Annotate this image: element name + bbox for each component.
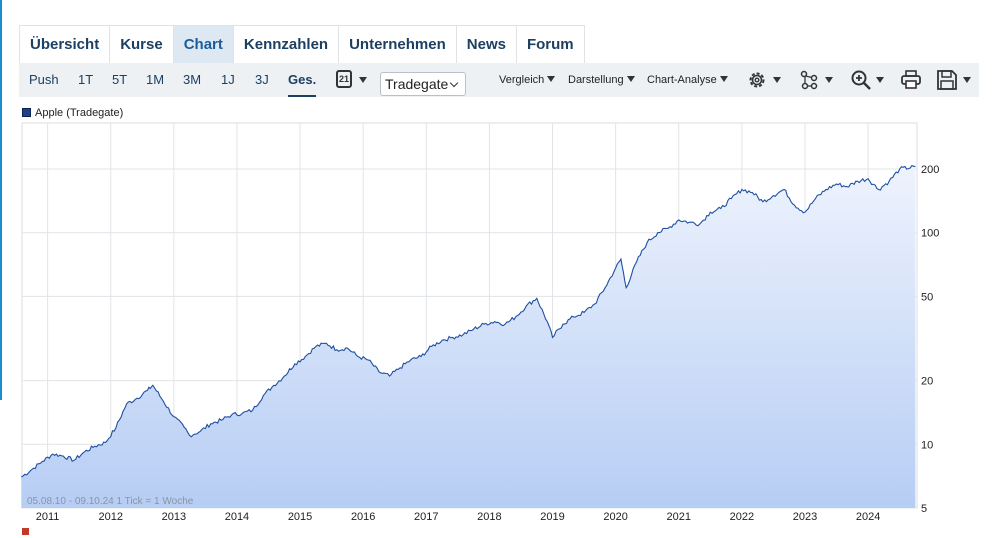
x-tick-label: 2011	[36, 511, 60, 523]
indicators-chevron-down-icon[interactable]	[825, 77, 833, 83]
tab-chart[interactable]: Chart	[173, 26, 234, 64]
x-tick-label: 2016	[351, 511, 375, 523]
range-push[interactable]: Push	[29, 72, 59, 87]
tab-forum[interactable]: Forum	[526, 36, 574, 53]
darstellung-label: Darstellung	[568, 74, 624, 86]
print-icon[interactable]	[900, 69, 922, 91]
range-gesamt[interactable]: Ges.	[288, 63, 317, 97]
price-area	[21, 165, 916, 508]
darstellung-dropdown[interactable]: Darstellung	[568, 63, 635, 97]
settings-icon[interactable]	[746, 69, 768, 91]
calendar-icon[interactable]: 21	[336, 70, 352, 88]
calendar-chevron-down-icon[interactable]	[359, 77, 367, 83]
volume-swatch	[22, 528, 29, 535]
x-tick-label: 2019	[540, 511, 564, 523]
legend-swatch	[22, 107, 31, 117]
range-3m[interactable]: 3M	[183, 72, 202, 87]
range-1j[interactable]: 1J	[221, 72, 235, 87]
x-tick-label: 2017	[414, 511, 438, 523]
exchange-select-value: Tradegate	[385, 76, 449, 92]
volume-legend	[22, 527, 33, 538]
caret-down-icon	[547, 76, 556, 83]
x-tick-label: 2013	[162, 511, 186, 523]
y-tick-label: 5	[921, 503, 927, 515]
side-accent-line	[0, 0, 2, 400]
tab-uebersicht[interactable]: Übersicht	[20, 26, 111, 64]
x-tick-label: 2020	[603, 511, 627, 523]
x-tick-label: 2022	[730, 511, 754, 523]
indicators-icon[interactable]	[798, 69, 820, 91]
price-line	[20, 164, 916, 478]
legend-label: Apple (Tradegate)	[35, 107, 124, 119]
save-icon[interactable]	[936, 69, 958, 91]
caret-down-icon	[626, 76, 635, 83]
chart-legend: Apple (Tradegate)	[22, 107, 123, 119]
x-tick-label: 2012	[98, 511, 122, 523]
zoom-in-icon[interactable]	[850, 69, 872, 91]
tab-news[interactable]: News	[457, 26, 517, 64]
tab-kurse[interactable]: Kurse	[110, 26, 174, 64]
zoom-chevron-down-icon[interactable]	[876, 77, 884, 83]
x-tick-label: 2024	[856, 511, 880, 523]
y-tick-label: 50	[921, 291, 933, 303]
settings-chevron-down-icon[interactable]	[773, 77, 781, 83]
tab-kennzahlen[interactable]: Kennzahlen	[234, 26, 340, 64]
chevron-down-icon	[449, 78, 459, 88]
vergleich-dropdown[interactable]: Vergleich	[499, 63, 556, 97]
exchange-select[interactable]: Tradegate	[380, 72, 466, 96]
tab-unternehmen[interactable]: Unternehmen	[339, 26, 457, 64]
x-tick-label: 2021	[667, 511, 691, 523]
caret-down-icon	[719, 76, 728, 83]
x-tick-label: 2018	[477, 511, 501, 523]
x-tick-label: 2014	[225, 511, 249, 523]
range-1m[interactable]: 1M	[146, 72, 165, 87]
chart-toolbar: Push 1T 5T 1M 3M 1J 3J Ges. 21 Tradegate…	[19, 63, 979, 97]
range-5t[interactable]: 5T	[112, 72, 128, 87]
price-chart[interactable]: 2011 2012 2013 2014 2015 2016 2017 2018 2019 2020…	[0, 118, 993, 528]
range-1t[interactable]: 1T	[78, 72, 94, 87]
y-tick-label: 20	[921, 376, 933, 388]
y-tick-label: 200	[921, 164, 939, 176]
range-3j[interactable]: 3J	[255, 72, 269, 87]
period-note: 05.08.10 - 09.10.24 1 Tick = 1 Woche	[27, 496, 194, 507]
vergleich-label: Vergleich	[499, 74, 545, 86]
chart-analyse-label: Chart-Analyse	[647, 74, 717, 86]
main-tabs: Übersicht Kurse Chart Kennzahlen Unterne…	[19, 25, 585, 64]
y-tick-label: 10	[921, 439, 933, 451]
x-tick-label: 2023	[793, 511, 817, 523]
chart-analyse-dropdown[interactable]: Chart-Analyse	[647, 63, 728, 97]
x-tick-label: 2015	[288, 511, 312, 523]
save-chevron-down-icon[interactable]	[963, 77, 971, 83]
y-tick-label: 100	[921, 228, 939, 240]
